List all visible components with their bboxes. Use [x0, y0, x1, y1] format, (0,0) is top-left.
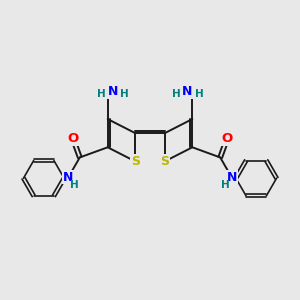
- Text: S: S: [160, 155, 169, 168]
- Text: H: H: [172, 89, 180, 99]
- Text: O: O: [221, 132, 233, 146]
- Text: H: H: [120, 89, 128, 99]
- Text: N: N: [108, 85, 118, 98]
- Text: H: H: [194, 89, 203, 99]
- Text: N: N: [63, 170, 73, 184]
- Text: O: O: [68, 132, 79, 146]
- Text: H: H: [221, 180, 230, 190]
- Text: H: H: [97, 89, 106, 99]
- Text: H: H: [70, 180, 79, 190]
- Text: N: N: [182, 85, 192, 98]
- Text: N: N: [227, 170, 237, 184]
- Text: S: S: [131, 155, 140, 168]
